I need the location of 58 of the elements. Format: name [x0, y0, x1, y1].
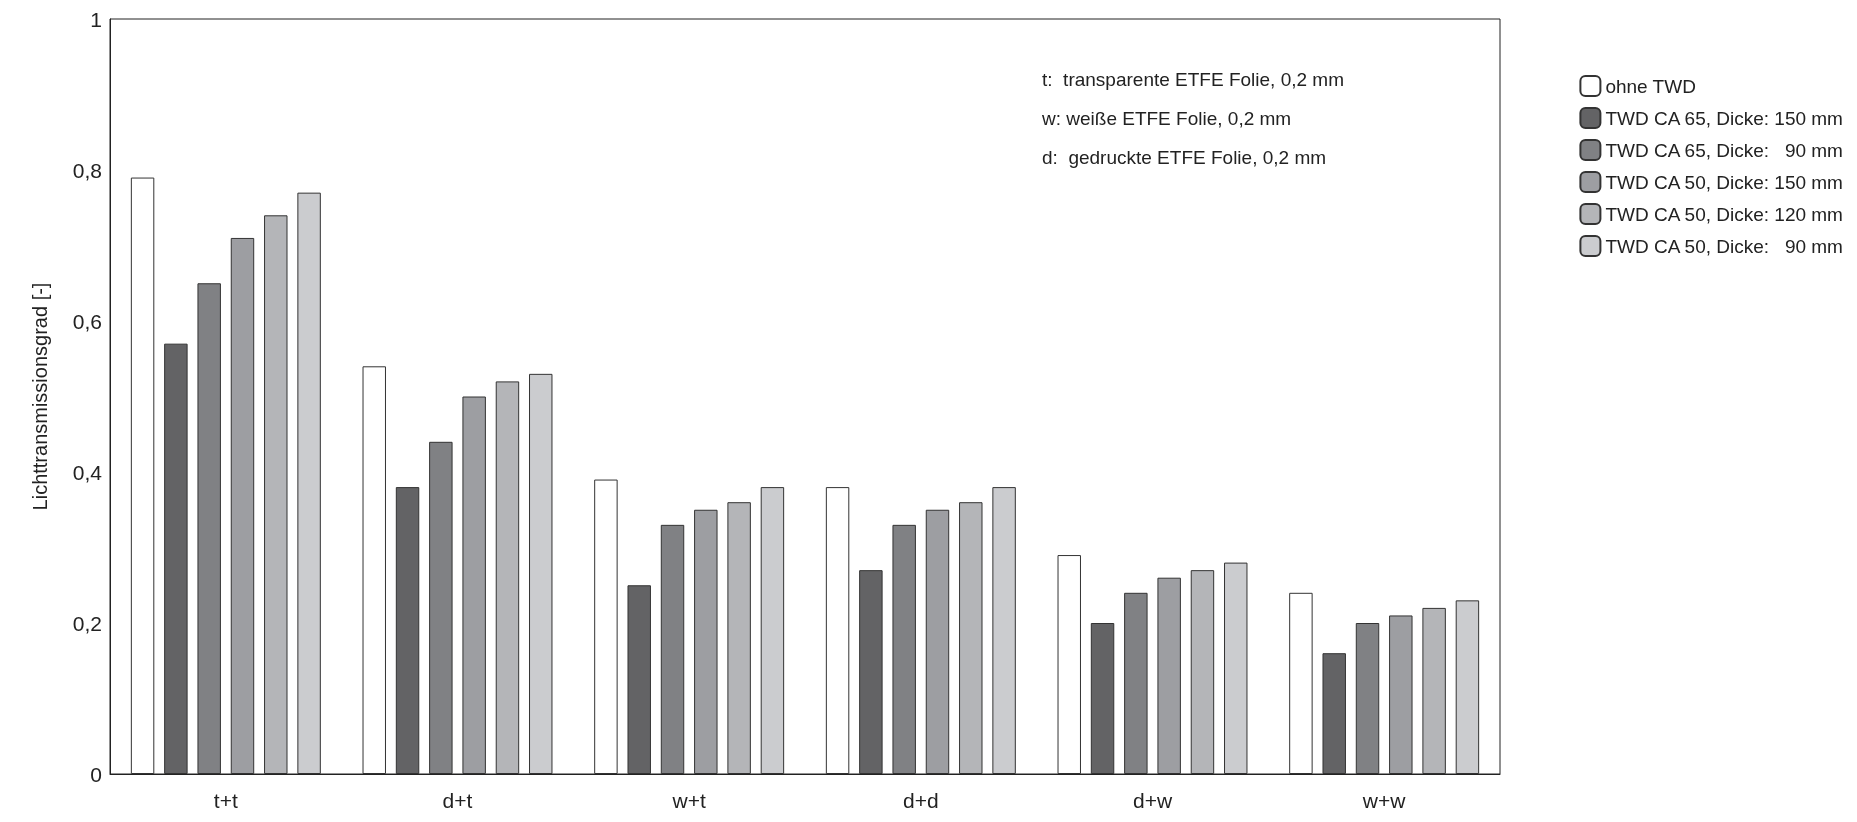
legend-label: TWD CA 65, Dicke: 150 mm: [1605, 107, 1843, 129]
bar: [197, 283, 221, 774]
bar: [627, 585, 651, 774]
bar: [727, 502, 751, 774]
legend-label: TWD CA 65, Dicke: 90 mm: [1605, 139, 1843, 161]
bar: [925, 509, 950, 774]
bar: [1289, 592, 1313, 774]
bar: [760, 487, 785, 774]
bar: [1422, 607, 1446, 774]
bar: [1090, 623, 1115, 774]
bar: [1124, 592, 1148, 774]
legend-label: TWD CA 50, Dicke: 120 mm: [1605, 203, 1843, 225]
bar: [892, 524, 916, 774]
bar: [694, 509, 718, 774]
bar: [1322, 653, 1346, 774]
bar: [992, 487, 1016, 774]
bar: [1224, 562, 1248, 774]
bar: [1190, 570, 1215, 774]
x-tick-label: w+t: [671, 789, 706, 812]
x-tick-label: w+w: [1361, 789, 1407, 812]
bar: [395, 487, 420, 774]
bar: [529, 373, 553, 774]
y-tick-label: 0,4: [72, 460, 103, 484]
bar: [1389, 615, 1413, 774]
bar: [297, 192, 321, 774]
y-tick-label: 1: [90, 7, 102, 31]
bar: [959, 502, 983, 774]
bar: [1455, 600, 1480, 774]
legend-label: TWD CA 50, Dicke: 150 mm: [1605, 171, 1843, 193]
bar: [230, 237, 255, 774]
x-tick-label: d+d: [903, 789, 939, 812]
y-axis-title: Lichttransmissionsgrad [-]: [29, 282, 51, 511]
bar: [1355, 623, 1380, 774]
bar: [859, 570, 883, 774]
bar: [362, 366, 386, 774]
bar: [164, 343, 188, 774]
annotation: t: transparente ETFE Folie, 0,2 mm: [1042, 69, 1344, 90]
bar: [1157, 577, 1181, 774]
y-tick-label: 0,6: [72, 309, 102, 333]
y-tick-label: 0,2: [72, 611, 102, 635]
bar: [594, 479, 618, 774]
x-tick-label: t+t: [213, 789, 238, 812]
y-tick-label: 0: [90, 762, 102, 786]
x-tick-label: d+t: [442, 789, 473, 812]
bar: [462, 396, 486, 774]
annotation: d: gedruckte ETFE Folie, 0,2 mm: [1042, 147, 1327, 168]
bar: [660, 524, 685, 774]
bar: [825, 487, 850, 774]
annotation: w: weiße ETFE Folie, 0,2 mm: [1041, 108, 1292, 129]
bar: [264, 215, 288, 774]
bar: [495, 381, 520, 774]
x-tick-label: d+w: [1132, 789, 1173, 812]
bar: [130, 177, 155, 774]
y-tick-label: 0,8: [72, 158, 102, 182]
bar: [429, 441, 453, 774]
legend-label: ohne TWD: [1605, 75, 1696, 97]
legend-label: TWD CA 50, Dicke: 90 mm: [1605, 235, 1843, 257]
bar: [1057, 555, 1081, 774]
